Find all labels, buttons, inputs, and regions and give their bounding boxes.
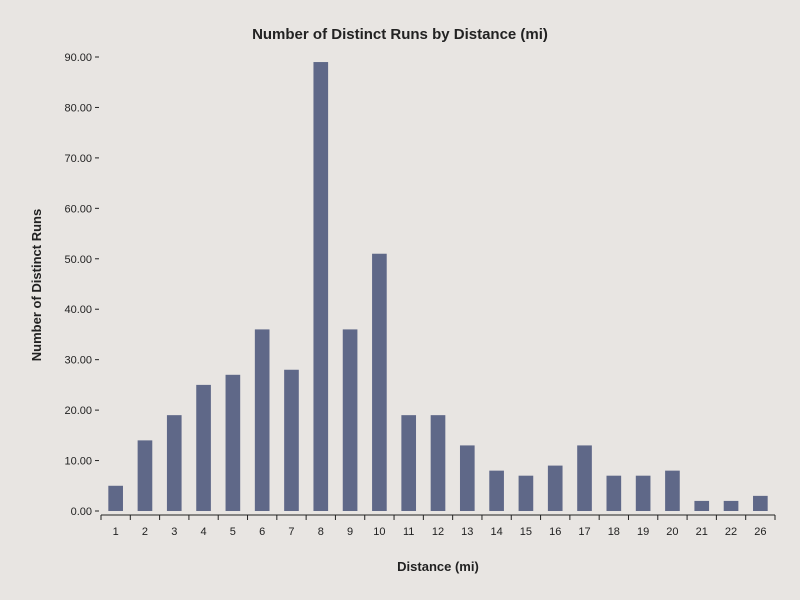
x-tick-label: 9 [347,526,353,538]
bar-26 [753,495,768,511]
y-tick-label: 50.00 [64,254,92,266]
bar-16 [547,465,563,511]
x-tick-label: 21 [696,526,708,538]
y-tick-label: 10.00 [64,456,92,468]
bar-1 [108,485,123,511]
bar-13 [459,445,475,511]
x-tick-label: 18 [608,526,620,538]
x-tick-label: 19 [637,526,649,538]
bar-11 [401,415,417,511]
y-axis: 0.00 10.00 20.00 30.00 40.00 50.00 60.00 70.00 8… [64,52,99,518]
bar-4 [196,384,211,511]
bar-9 [342,329,358,511]
y-tick-label: 90.00 [64,52,92,64]
x-tick-label: 17 [578,526,590,538]
x-axis: 1 2 3 4 5 6 7 8 9 10 11 12 13 14 15 16 17 18 19 20 21 22 26 [100,514,776,538]
x-tick-label: 16 [549,526,561,538]
y-tick-label: 0.00 [71,506,92,518]
bars [108,62,768,512]
bar-8 [313,62,329,512]
x-tick-label: 7 [288,526,294,538]
bar-20 [665,470,680,511]
bar-6 [254,329,270,511]
x-tick-label: 2 [142,526,148,538]
bar-5 [225,374,241,511]
x-tick-label: 20 [666,526,678,538]
x-tick-label: 6 [259,526,265,538]
x-tick-label: 3 [171,526,177,538]
y-tick-label: 60.00 [64,203,92,215]
y-tick-label: 20.00 [64,405,92,417]
bar-7 [284,369,299,511]
bar-3 [166,415,182,511]
x-tick-label: 11 [403,526,414,538]
bar-10 [372,253,387,511]
bar-2 [137,440,153,511]
x-tick-label: 14 [490,526,502,538]
x-tick-label: 8 [318,526,324,538]
x-tick-label: 5 [230,526,236,538]
bar-14 [489,470,504,511]
x-tick-label: 13 [461,526,473,538]
bar-21 [694,500,710,511]
x-tick-label: 15 [520,526,532,538]
chart-title: Number of Distinct Runs by Distance (mi) [252,26,548,43]
x-tick-label: 12 [432,526,444,538]
x-tick-label: 22 [725,526,737,538]
x-tick-label: 26 [754,526,766,538]
y-tick-label: 30.00 [64,355,92,367]
x-axis-title: Distance (mi) [397,559,479,574]
bar-17 [577,445,592,511]
x-tick-label: 4 [201,526,207,538]
x-tick-label: 10 [373,526,385,538]
bar-18 [606,475,622,511]
bar-22 [723,500,739,511]
y-tick-label: 80.00 [64,102,92,114]
x-tick-label: 1 [113,526,119,538]
y-tick-label: 70.00 [64,153,92,165]
y-tick-label: 40.00 [64,304,92,316]
bar-19 [635,475,651,511]
bar-12 [430,415,446,511]
y-axis-title: Number of Distinct Runs [29,209,44,361]
bar-15 [518,475,534,511]
